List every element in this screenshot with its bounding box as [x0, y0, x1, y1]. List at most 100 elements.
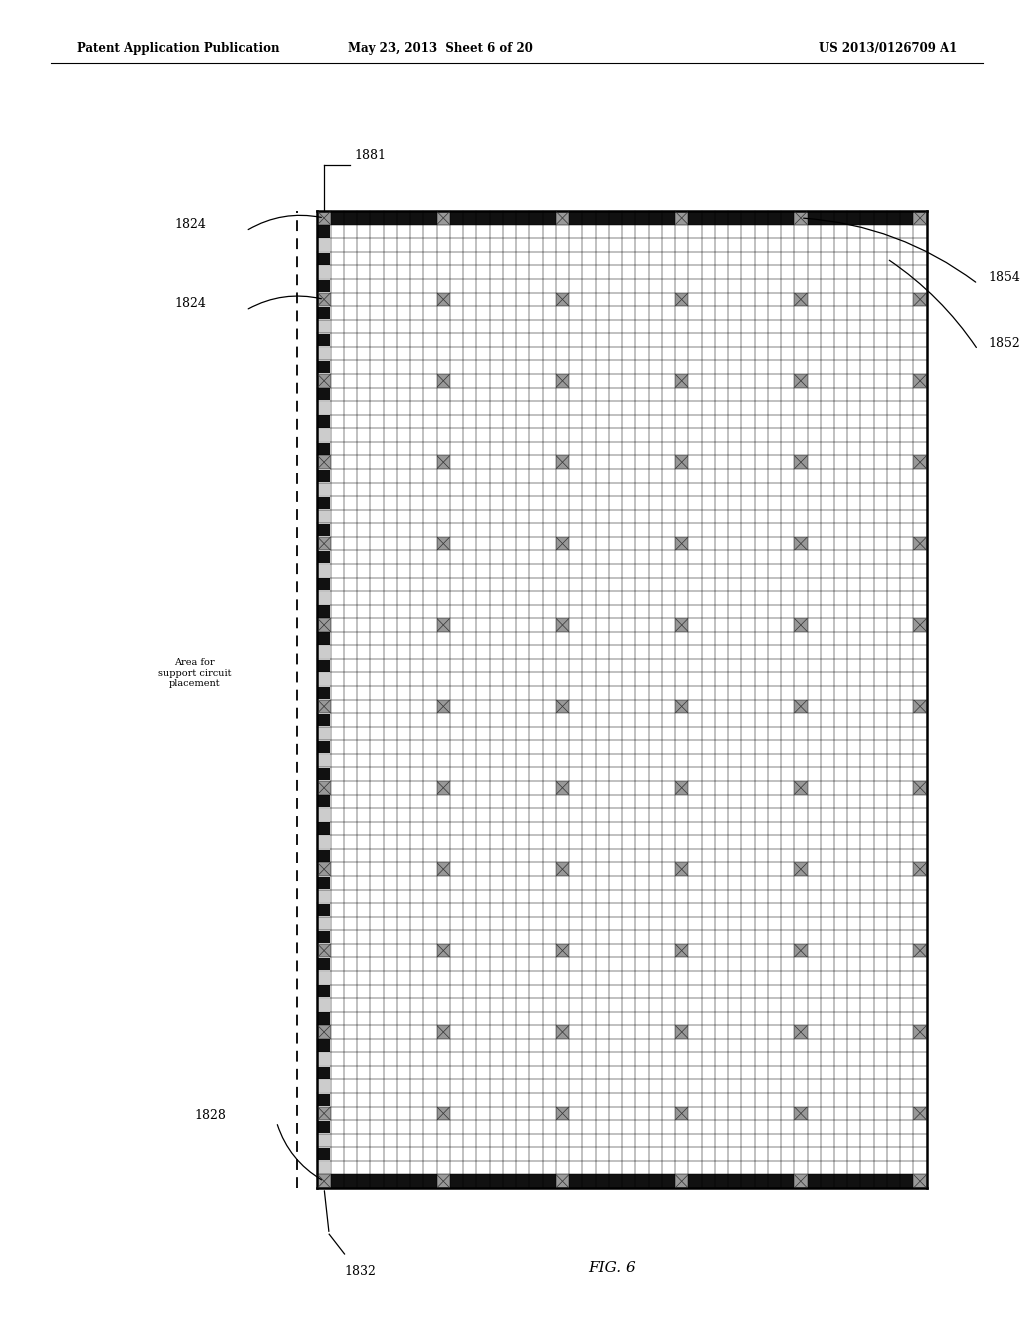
- Bar: [318, 701, 330, 713]
- Bar: [913, 1175, 927, 1188]
- Bar: [318, 686, 330, 698]
- Bar: [318, 673, 330, 685]
- Bar: [318, 822, 330, 834]
- Bar: [436, 211, 450, 224]
- Bar: [318, 537, 330, 549]
- Bar: [317, 211, 927, 224]
- Bar: [556, 944, 569, 957]
- Bar: [436, 455, 450, 469]
- Bar: [913, 211, 927, 224]
- Bar: [318, 496, 330, 510]
- Bar: [317, 455, 331, 469]
- Text: 1832: 1832: [344, 1265, 377, 1278]
- Bar: [913, 374, 927, 388]
- Bar: [318, 619, 330, 631]
- Bar: [318, 917, 330, 929]
- Bar: [556, 293, 569, 306]
- Text: 1881: 1881: [354, 149, 387, 162]
- Bar: [675, 537, 688, 550]
- Bar: [318, 267, 330, 279]
- Text: 1824: 1824: [174, 297, 206, 310]
- Text: US 2013/0126709 A1: US 2013/0126709 A1: [819, 42, 957, 55]
- Bar: [318, 945, 330, 957]
- Bar: [318, 347, 330, 360]
- Bar: [318, 578, 330, 590]
- Bar: [436, 781, 450, 795]
- Bar: [795, 455, 808, 469]
- Bar: [318, 1094, 330, 1106]
- Bar: [675, 618, 688, 632]
- Bar: [795, 374, 808, 388]
- Bar: [556, 700, 569, 713]
- Bar: [913, 1106, 927, 1121]
- Bar: [318, 660, 330, 672]
- Text: 1854: 1854: [988, 271, 1020, 284]
- Bar: [318, 863, 330, 875]
- Bar: [436, 862, 450, 876]
- Bar: [317, 374, 331, 388]
- Bar: [318, 1134, 330, 1147]
- Bar: [318, 416, 330, 428]
- Bar: [318, 470, 330, 482]
- Text: May 23, 2013  Sheet 6 of 20: May 23, 2013 Sheet 6 of 20: [348, 42, 532, 55]
- Bar: [556, 455, 569, 469]
- Bar: [317, 211, 331, 224]
- Bar: [556, 537, 569, 550]
- Bar: [318, 591, 330, 605]
- Bar: [318, 1162, 330, 1173]
- Bar: [318, 511, 330, 523]
- Bar: [318, 1067, 330, 1078]
- Bar: [675, 374, 688, 388]
- Text: 1824: 1824: [174, 218, 206, 231]
- Bar: [318, 999, 330, 1011]
- Bar: [675, 211, 688, 224]
- Bar: [913, 537, 927, 550]
- Bar: [318, 1039, 330, 1052]
- Bar: [318, 321, 330, 333]
- Bar: [318, 904, 330, 916]
- Bar: [436, 700, 450, 713]
- Bar: [318, 850, 330, 862]
- Bar: [317, 1026, 331, 1039]
- Bar: [795, 618, 808, 632]
- Bar: [318, 645, 330, 659]
- Bar: [795, 862, 808, 876]
- Bar: [913, 618, 927, 632]
- Bar: [318, 958, 330, 970]
- Bar: [913, 862, 927, 876]
- Bar: [436, 1106, 450, 1121]
- Bar: [675, 944, 688, 957]
- Bar: [675, 1106, 688, 1121]
- Bar: [318, 280, 330, 292]
- Bar: [317, 700, 331, 713]
- Bar: [436, 944, 450, 957]
- Bar: [317, 211, 927, 1188]
- Bar: [318, 1012, 330, 1024]
- Bar: [795, 1106, 808, 1121]
- Bar: [675, 781, 688, 795]
- Bar: [318, 768, 330, 780]
- Bar: [318, 457, 330, 469]
- Bar: [318, 972, 330, 983]
- Bar: [556, 862, 569, 876]
- Bar: [436, 1175, 450, 1188]
- Bar: [318, 362, 330, 374]
- Bar: [318, 429, 330, 441]
- Bar: [556, 781, 569, 795]
- Bar: [675, 1175, 688, 1188]
- Text: 1828: 1828: [195, 1109, 226, 1122]
- Bar: [317, 781, 331, 795]
- Bar: [318, 524, 330, 536]
- Bar: [318, 306, 330, 319]
- Bar: [675, 700, 688, 713]
- Bar: [318, 334, 330, 346]
- Bar: [913, 455, 927, 469]
- Bar: [318, 226, 330, 238]
- Bar: [318, 293, 330, 305]
- Bar: [318, 755, 330, 767]
- Bar: [318, 442, 330, 454]
- Bar: [317, 537, 331, 550]
- Bar: [318, 727, 330, 739]
- Text: Patent Application Publication: Patent Application Publication: [77, 42, 280, 55]
- Bar: [795, 700, 808, 713]
